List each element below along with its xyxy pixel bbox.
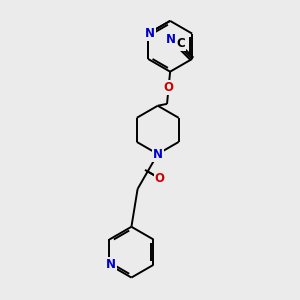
Text: N: N <box>145 27 155 40</box>
Text: N: N <box>106 258 116 272</box>
Text: O: O <box>155 172 165 185</box>
Text: C: C <box>176 37 185 50</box>
Text: N: N <box>166 33 176 46</box>
Text: O: O <box>164 81 174 94</box>
Text: N: N <box>153 148 163 160</box>
